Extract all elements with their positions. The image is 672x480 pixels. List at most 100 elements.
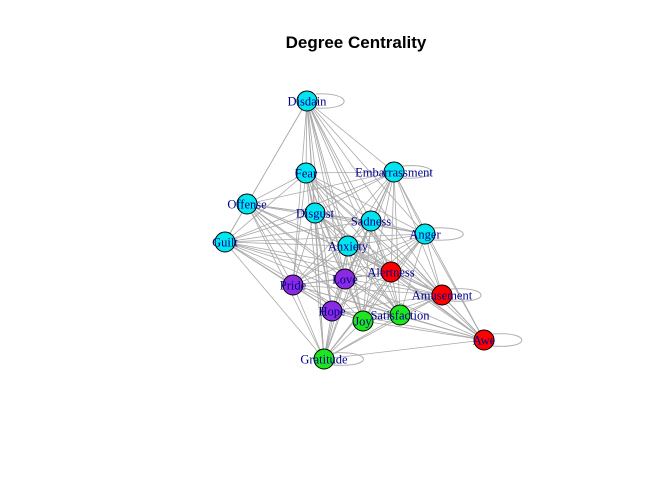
edge-love-satisfaction: [344, 278, 401, 316]
node-layer: [214, 90, 495, 370]
edge-awe-joy: [362, 320, 485, 341]
edge-fear-embarrassment: [305, 171, 395, 174]
edge-satisfaction-gratitude: [323, 314, 401, 360]
edge-offense-love: [246, 203, 346, 280]
node-guilt: [214, 231, 236, 253]
edge-fear-awe: [305, 172, 485, 341]
node-label-amusement: Amusement: [412, 289, 473, 303]
self-loop-amusement: [450, 288, 482, 302]
node-offense: [236, 193, 258, 215]
self-loop-embarrassment: [402, 165, 432, 179]
node-label-pride: Pride: [280, 279, 307, 293]
node-label-guilt: Guilt: [212, 236, 238, 250]
node-label-anxiety: Anxiety: [328, 240, 369, 254]
node-embarrassment: [383, 161, 405, 183]
edge-offense-anxiety: [246, 203, 349, 247]
edge-guilt-satisfaction: [224, 241, 401, 316]
edge-anger-anxiety: [347, 233, 426, 247]
edge-hope-amusement: [331, 294, 443, 312]
edge-disdain-embarrassment: [306, 100, 395, 173]
chart-title: Degree Centrality: [286, 33, 427, 52]
node-amusement: [431, 284, 453, 306]
edge-embarrassment-satisfaction: [393, 171, 401, 316]
edge-embarrassment-disgust: [314, 171, 395, 214]
edge-disgust-guilt: [224, 212, 316, 243]
edge-anger-love: [344, 233, 426, 280]
node-label-embarrassment: Embarrassment: [355, 166, 433, 180]
node-awe: [473, 329, 495, 351]
edge-disgust-hope: [314, 212, 333, 312]
self-loop-anger: [433, 227, 464, 241]
node-label-alertness: Alertness: [367, 266, 414, 280]
node-label-offense: Offense: [227, 198, 267, 212]
edge-sadness-pride: [292, 220, 372, 286]
edge-disgust-amusement: [314, 212, 443, 296]
edge-anger-awe: [424, 233, 485, 341]
node-label-hope: Hope: [318, 305, 346, 319]
edge-guilt-gratitude: [224, 241, 325, 360]
node-label-joy: Joy: [354, 315, 372, 329]
edge-amusement-gratitude: [323, 294, 443, 360]
edge-offense-pride: [246, 203, 294, 286]
node-label-gratitude: Gratitude: [300, 353, 348, 367]
edge-disdain-alertness: [306, 100, 392, 273]
label-layer: Disdain Fear Embarrassment Offense Disgust Sa…: [212, 95, 496, 367]
edge-embarrassment-pride: [292, 171, 395, 286]
node-label-satisfaction: Satisfaction: [370, 309, 430, 323]
edge-pride-satisfaction: [292, 284, 401, 316]
edge-fear-anxiety: [305, 172, 349, 247]
edge-fear-gratitude: [305, 172, 325, 360]
self-loop-layer: [315, 93, 523, 366]
edge-disgust-satisfaction: [314, 212, 401, 316]
node-alertness: [380, 261, 402, 283]
edge-fear-offense: [246, 172, 307, 205]
node-love: [334, 268, 356, 290]
edge-disdain-amusement: [306, 100, 443, 296]
edge-disdain-anxiety: [306, 100, 349, 247]
edge-pride-gratitude: [292, 284, 325, 360]
node-label-awe: Awe: [473, 334, 496, 348]
edge-hope-alertness: [331, 271, 392, 312]
node-hope: [321, 300, 343, 322]
edge-guilt-anxiety: [224, 241, 349, 247]
node-joy: [352, 310, 374, 332]
node-fear: [295, 162, 317, 184]
node-label-sadness: Sadness: [351, 215, 391, 229]
edge-fear-sadness: [305, 172, 372, 222]
node-label-disdain: Disdain: [288, 95, 328, 109]
node-sadness: [360, 210, 382, 232]
edge-disdain-fear: [305, 100, 308, 174]
node-disdain: [296, 90, 318, 112]
node-label-disgust: Disgust: [296, 207, 335, 221]
edge-disgust-pride: [292, 212, 316, 286]
edge-pride-amusement: [292, 284, 443, 296]
edge-embarrassment-alertness: [390, 171, 395, 273]
edge-embarrassment-offense: [246, 171, 395, 205]
self-loop-awe: [492, 333, 523, 347]
edge-alertness-awe: [390, 271, 485, 341]
edge-anger-hope: [331, 233, 426, 312]
edge-love-amusement: [344, 278, 443, 296]
node-satisfaction: [389, 304, 411, 326]
edge-anxiety-pride: [292, 245, 349, 286]
edge-anger-amusement: [424, 233, 443, 296]
edge-guilt-love: [224, 241, 346, 280]
edge-anger-satisfaction: [399, 233, 426, 316]
edge-anger-guilt: [224, 233, 426, 243]
node-label-anger: Anger: [409, 228, 441, 242]
node-label-love: Love: [332, 273, 358, 287]
node-gratitude: [313, 348, 335, 370]
edge-anger-gratitude: [323, 233, 426, 360]
edge-sadness-guilt: [224, 220, 372, 243]
node-disgust: [304, 202, 326, 224]
node-anger: [414, 223, 436, 245]
edge-offense-anger: [246, 203, 426, 235]
node-anxiety: [337, 235, 359, 257]
edge-anger-pride: [292, 233, 426, 286]
edge-offense-joy: [246, 203, 364, 322]
edge-disgust-gratitude: [314, 212, 325, 360]
edge-awe-satisfaction: [399, 314, 485, 341]
node-label-fear: Fear: [295, 167, 318, 181]
edge-fear-amusement: [305, 172, 443, 296]
